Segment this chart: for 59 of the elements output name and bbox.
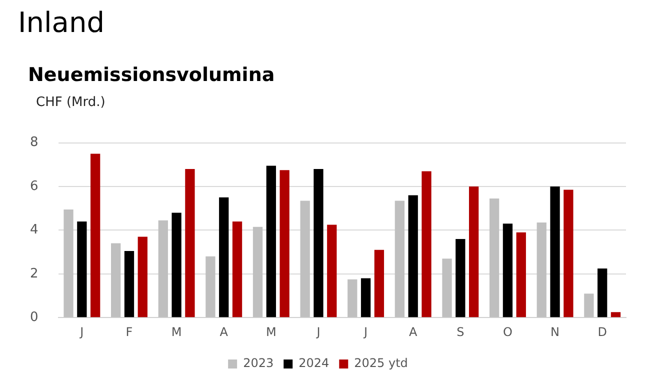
bar bbox=[564, 190, 574, 318]
x-tick-label: A bbox=[408, 324, 418, 339]
bar bbox=[138, 236, 148, 318]
bar bbox=[64, 209, 74, 318]
x-tick-label: A bbox=[220, 324, 229, 339]
x-tick-label: O bbox=[502, 324, 512, 339]
y-tick-label: 2 bbox=[30, 266, 38, 282]
bar bbox=[300, 200, 310, 318]
bar bbox=[77, 221, 87, 318]
y-tick-label: 6 bbox=[30, 178, 38, 194]
legend-label: 2024 bbox=[298, 356, 330, 370]
legend-label: 2025 ytd bbox=[354, 356, 408, 370]
bar bbox=[266, 166, 276, 318]
bar bbox=[348, 279, 358, 318]
bar bbox=[422, 171, 432, 318]
bar bbox=[280, 170, 290, 318]
bar bbox=[172, 212, 182, 318]
bar bbox=[442, 258, 452, 318]
bar bbox=[158, 220, 168, 318]
bar bbox=[327, 224, 337, 318]
chart-subtitle: Neuemissionsvolumina bbox=[28, 64, 275, 86]
bar bbox=[360, 278, 371, 318]
y-tick-label: 0 bbox=[30, 310, 38, 325]
bar bbox=[598, 268, 608, 318]
bar bbox=[456, 238, 466, 318]
bar bbox=[314, 169, 324, 318]
y-tick-label: 8 bbox=[30, 135, 38, 150]
x-tick-label: M bbox=[266, 324, 276, 339]
y-tick-label: 4 bbox=[30, 222, 38, 238]
bar bbox=[502, 224, 513, 318]
bar bbox=[394, 200, 405, 318]
x-tick-label: D bbox=[598, 324, 607, 339]
bar bbox=[610, 312, 621, 318]
bar bbox=[516, 232, 526, 318]
bar bbox=[252, 226, 263, 318]
bar bbox=[111, 243, 121, 318]
bar bbox=[408, 195, 418, 318]
x-tick-label: S bbox=[456, 324, 464, 339]
y-axis-title: CHF (Mrd.) bbox=[36, 95, 106, 110]
legend-label: 2023 bbox=[243, 356, 274, 370]
bar bbox=[489, 198, 500, 318]
bar bbox=[124, 250, 134, 318]
bar bbox=[550, 186, 560, 318]
bar bbox=[374, 250, 384, 318]
bar bbox=[536, 222, 546, 318]
bar bbox=[185, 169, 195, 318]
bar bbox=[219, 197, 229, 318]
x-tick-label: M bbox=[171, 324, 182, 339]
bar bbox=[584, 294, 594, 318]
bar bbox=[206, 256, 216, 318]
x-tick-label: J bbox=[316, 324, 320, 339]
bar bbox=[90, 154, 100, 318]
bar bbox=[232, 221, 242, 318]
bar bbox=[468, 186, 479, 318]
chart-title: Inland bbox=[18, 6, 104, 39]
x-tick-label: J bbox=[79, 324, 84, 339]
x-tick-label: N bbox=[550, 324, 560, 339]
x-tick-label: F bbox=[126, 324, 133, 339]
x-tick-label: J bbox=[363, 324, 368, 339]
